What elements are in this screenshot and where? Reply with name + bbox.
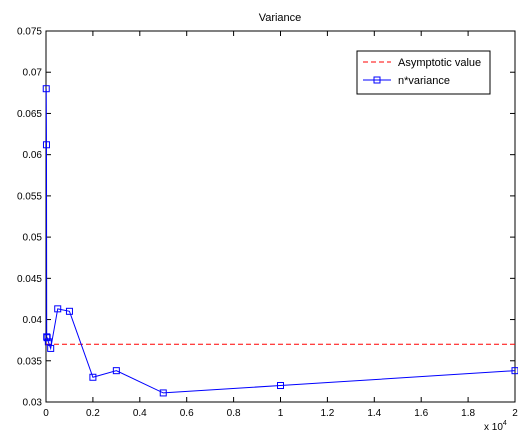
y-tick-label: 0.075 (17, 27, 42, 38)
chart-title: Variance (259, 12, 302, 24)
y-tick-label: 0.065 (17, 109, 42, 120)
x-tick-label: 1 (278, 408, 284, 419)
data-point (65, 307, 73, 315)
y-tick-label: 0.07 (23, 68, 43, 79)
data-point (277, 382, 284, 390)
x-ticks: 0 0.2 0.4 0.6 0.8 1 1.2 1.4 1.6 1.8 2 (43, 31, 518, 419)
x-tick-label: 0.4 (133, 408, 147, 419)
legend: Asymptotic value n*variance (356, 50, 491, 95)
legend-box (356, 50, 491, 95)
x-tick-label: 1.2 (320, 408, 334, 419)
x-tick-label: 1.8 (461, 408, 475, 419)
series-layer (42, 85, 518, 397)
y-tick-label: 0.045 (17, 274, 42, 285)
x-axis-exponent-base: x 10 (484, 422, 503, 433)
data-point (159, 389, 167, 397)
legend-label-asymptotic-value: Asymptotic value (398, 57, 481, 69)
x-tick-label: 2 (512, 408, 518, 419)
y-tick-label: 0.055 (17, 191, 42, 202)
x-tick-label: 0.6 (180, 408, 194, 419)
data-point (511, 367, 518, 375)
y-tick-label: 0.035 (17, 356, 42, 367)
data-point (44, 338, 52, 346)
legend-label-n-variance: n*variance (398, 75, 450, 87)
x-tick-label: 1.4 (367, 408, 381, 419)
x-axis-exponent-power: 4 (503, 420, 507, 427)
y-ticks: 0.03 0.035 0.04 0.045 0.05 0.055 0.06 0.065 0.07… (17, 27, 515, 409)
y-tick-label: 0.04 (23, 315, 43, 326)
x-axis-exponent-label: x 104 (484, 420, 507, 433)
series-line-n-variance (45, 88, 516, 394)
data-point (89, 373, 97, 381)
data-point (42, 141, 50, 149)
x-tick-label: 0.8 (227, 408, 241, 419)
x-tick-label: 1.6 (414, 408, 428, 419)
y-tick-label: 0.05 (23, 233, 43, 244)
data-point (47, 344, 55, 352)
data-point (42, 85, 50, 93)
x-tick-label: 0 (43, 408, 49, 419)
data-point (54, 305, 62, 313)
data-point (43, 334, 51, 342)
legend-marker-n-variance (373, 76, 381, 84)
data-point (112, 367, 120, 375)
x-tick-label: 0.2 (86, 408, 100, 419)
y-tick-label: 0.03 (23, 398, 43, 409)
y-tick-label: 0.06 (23, 150, 43, 161)
